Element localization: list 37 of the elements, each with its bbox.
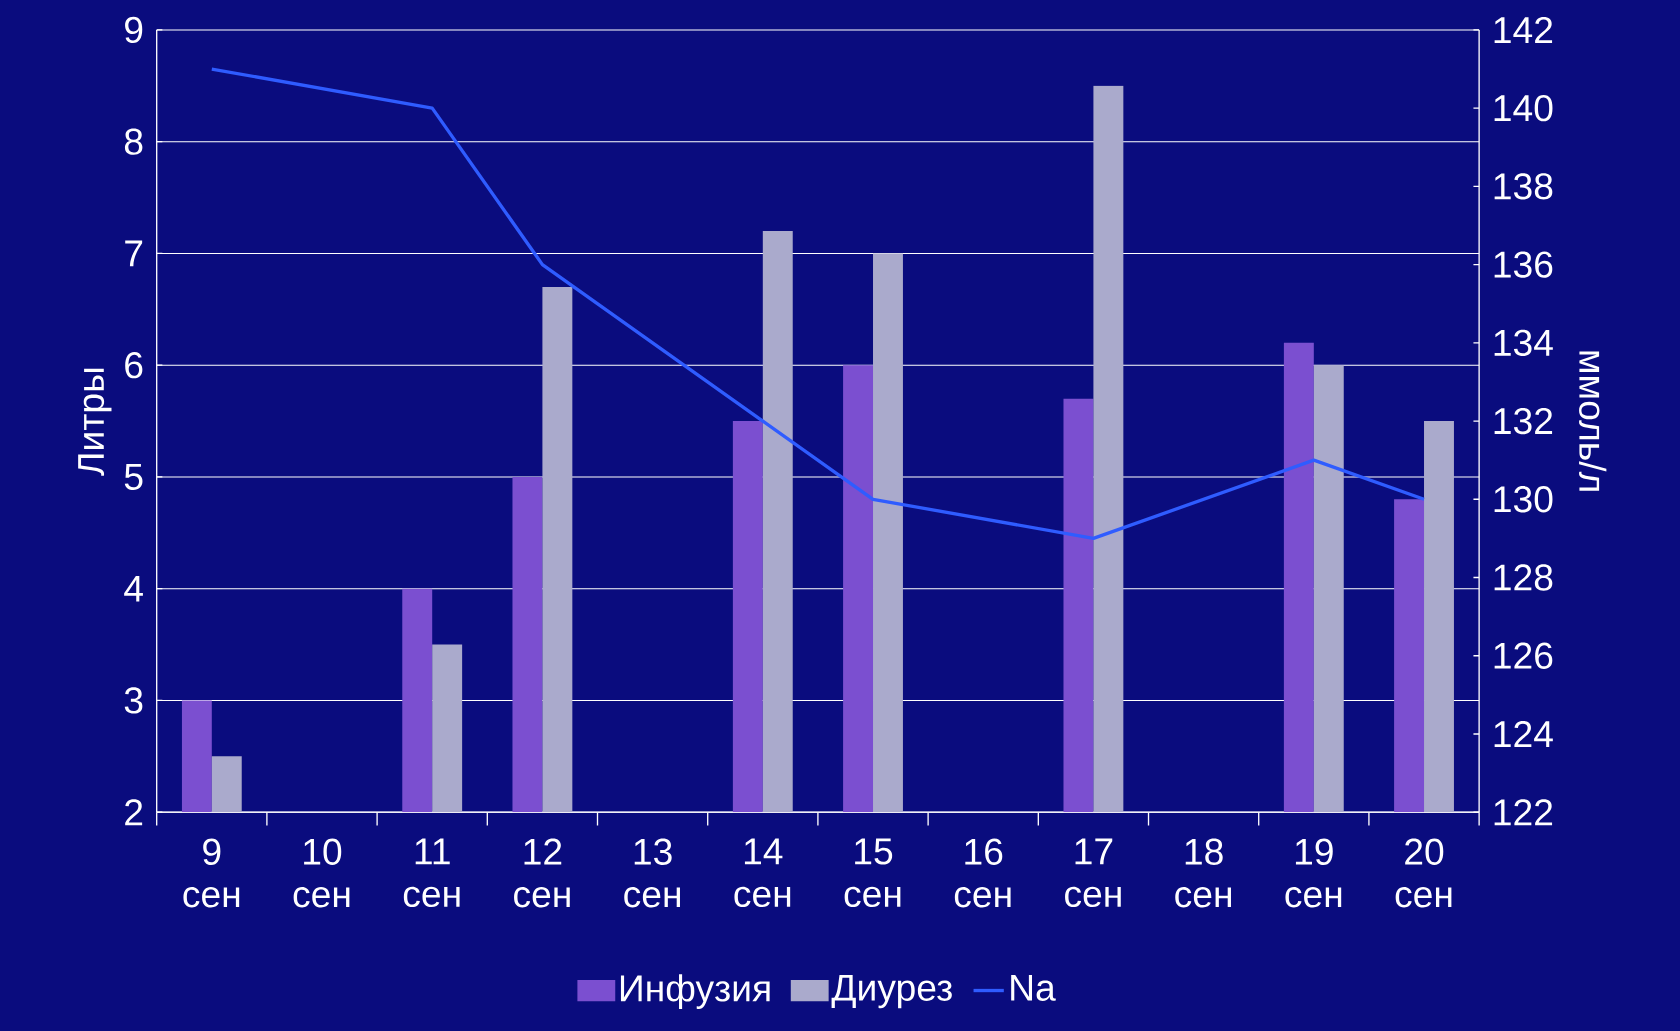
x-tick-label: 10 сен	[293, 838, 350, 908]
x-tick-label: 18 сен	[1175, 838, 1231, 908]
y2-tick-label: 142	[1494, 16, 1553, 43]
legend-label: Na	[1011, 974, 1056, 1001]
x-tick-label: 13 сен	[624, 838, 680, 908]
y2-tick-label: 138	[1494, 173, 1553, 200]
y-tick-label: 8	[124, 128, 143, 155]
x-tick-label: 20 сен	[1395, 838, 1452, 908]
y2-tick-label: 128	[1494, 564, 1553, 591]
y2-tick-label: 132	[1494, 407, 1553, 435]
y-tick-label: 4	[124, 575, 143, 602]
x-tick-label: 19 сен	[1285, 838, 1342, 908]
x-tick-label: 17 сен	[1065, 838, 1121, 908]
y-tick-label: 2	[125, 799, 143, 826]
y-tick-label: 5	[124, 463, 143, 490]
y2-tick-label: 136	[1494, 251, 1553, 278]
line-series	[210, 67, 1426, 541]
x-tick-label: 14 сен	[734, 838, 791, 908]
y-axis-title: Литры	[78, 368, 112, 476]
x-tick-label: 16 сен	[954, 838, 1011, 908]
y2-axis-title: ммоль/л	[1579, 351, 1607, 491]
x-tick-label: 11 сен	[403, 838, 460, 908]
y2-tick-label: 126	[1494, 642, 1553, 669]
y-tick-label: 9	[125, 16, 143, 44]
y2-tick-label: 134	[1494, 329, 1553, 356]
y-tick-label: 3	[124, 687, 143, 714]
legend-label: Инфузия	[620, 974, 770, 1009]
y2-tick-label: 122	[1494, 799, 1553, 826]
y2-tick-label: 130	[1494, 486, 1553, 513]
y2-tick-label: 124	[1494, 720, 1553, 747]
legend-label: Диурез	[831, 974, 952, 1009]
y-tick-label: 7	[125, 240, 143, 267]
x-tick-label: 12 сен	[514, 838, 570, 908]
y2-tick-label: 140	[1494, 94, 1553, 122]
x-tick-label: 15 сен	[844, 838, 901, 908]
x-tick-label: 9 сен	[183, 838, 240, 908]
y-tick-label: 6	[125, 351, 143, 379]
